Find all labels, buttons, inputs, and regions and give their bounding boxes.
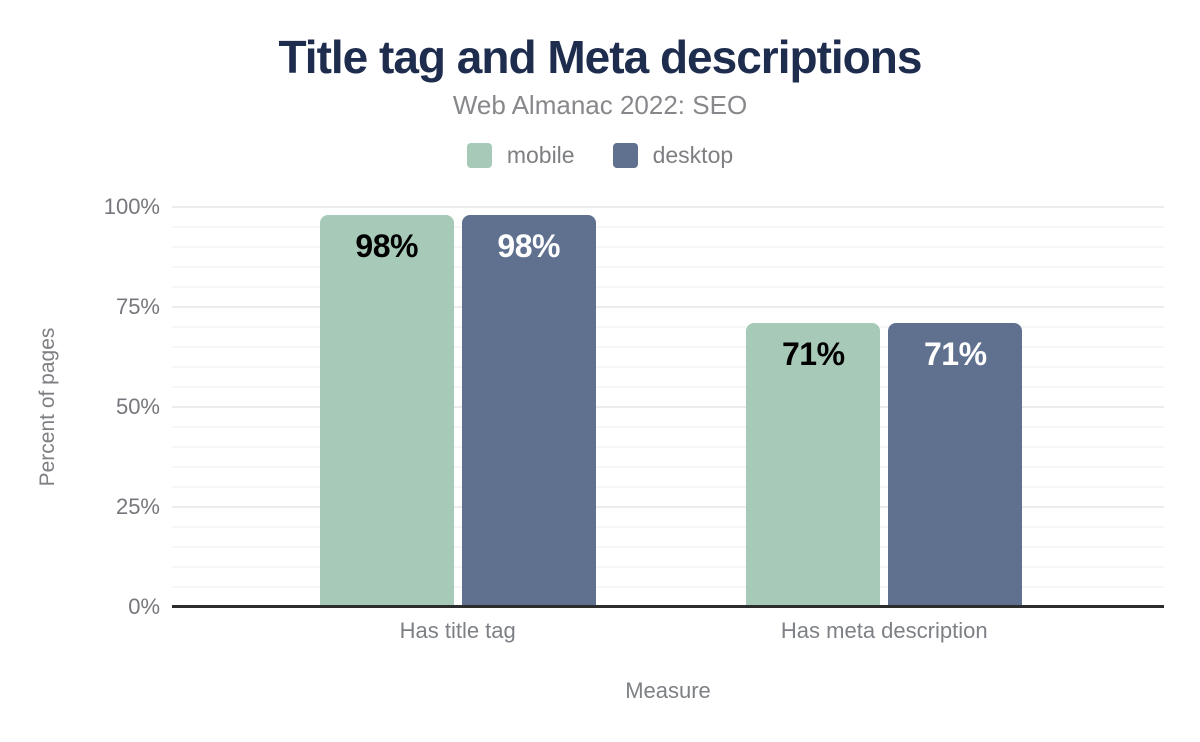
gridline-60 bbox=[172, 366, 1164, 368]
bar-value-label: 71% bbox=[923, 336, 987, 372]
y-tick-labels: 0% 25% 50% 75% 100% bbox=[60, 194, 160, 619]
y-tick-label-50: 50% bbox=[115, 394, 160, 419]
desktop-swatch-icon bbox=[612, 143, 638, 168]
gridline-30 bbox=[172, 486, 1164, 488]
legend-item-desktop[interactable]: desktop bbox=[612, 142, 734, 169]
bar-value-label: 71% bbox=[781, 336, 845, 372]
bar-desktop-1[interactable]: 71% bbox=[888, 323, 1023, 607]
bar-value-label: 98% bbox=[497, 228, 560, 264]
gridline-75 bbox=[172, 306, 1164, 308]
gridline-90 bbox=[172, 246, 1164, 248]
bar-mobile-0[interactable]: 98% bbox=[319, 215, 454, 607]
y-tick-label-25: 25% bbox=[115, 494, 160, 519]
x-axis-line bbox=[172, 605, 1164, 608]
gridline-5 bbox=[172, 586, 1164, 588]
mobile-swatch-icon bbox=[466, 143, 492, 168]
gridline-70 bbox=[172, 326, 1164, 328]
gridline-45 bbox=[172, 426, 1164, 428]
legend-label-desktop: desktop bbox=[652, 142, 734, 168]
bar-mobile-1[interactable]: 71% bbox=[746, 323, 881, 607]
bar-value-label: 98% bbox=[355, 228, 418, 264]
bar-desktop-0[interactable]: 98% bbox=[461, 215, 596, 607]
y-tick-label-100: 100% bbox=[103, 194, 160, 219]
chart-title: Title tag and Meta descriptions bbox=[278, 31, 923, 83]
chart-subtitle: Web Almanac 2022: SEO bbox=[452, 90, 748, 120]
gridline-80 bbox=[172, 286, 1164, 288]
x-tick-label-1: Has meta description bbox=[780, 618, 988, 643]
gridline-100 bbox=[172, 206, 1164, 208]
gridline-50 bbox=[172, 406, 1164, 408]
legend: mobile desktop bbox=[0, 142, 1200, 169]
x-axis-title: Measure bbox=[625, 678, 711, 703]
y-tick-label-0: 0% bbox=[128, 594, 160, 619]
y-axis-title: Percent of pages bbox=[36, 327, 59, 487]
gridline-55 bbox=[172, 386, 1164, 388]
plot-area: 98% 98% 71% 71% bbox=[172, 206, 1164, 608]
gridline-35 bbox=[172, 466, 1164, 468]
gridline-40 bbox=[172, 446, 1164, 448]
gridline-65 bbox=[172, 346, 1164, 348]
gridline-15 bbox=[172, 546, 1164, 548]
x-tick-labels: Has title tag Has meta description bbox=[172, 618, 1164, 648]
y-tick-label-75: 75% bbox=[115, 294, 160, 319]
gridline-10 bbox=[172, 566, 1164, 568]
gridline-85 bbox=[172, 266, 1164, 268]
legend-label-mobile: mobile bbox=[506, 142, 575, 168]
gridline-25 bbox=[172, 506, 1164, 508]
gridline-20 bbox=[172, 526, 1164, 528]
legend-item-mobile[interactable]: mobile bbox=[466, 142, 575, 169]
x-tick-label-0: Has title tag bbox=[399, 618, 516, 643]
gridline-95 bbox=[172, 226, 1164, 228]
